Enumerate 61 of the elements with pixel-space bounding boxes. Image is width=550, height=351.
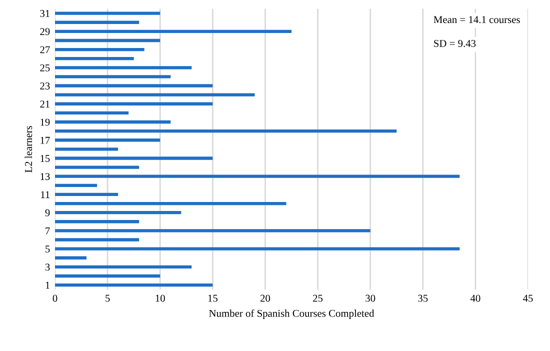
y-tick-label: 21: [40, 100, 50, 108]
x-tick-label: 30: [366, 294, 376, 302]
bar: [55, 274, 160, 278]
x-tick-label: 10: [156, 294, 165, 302]
bar: [55, 229, 370, 232]
x-tick-label: 45: [522, 294, 533, 302]
y-tick-label: 29: [40, 28, 50, 36]
bar: [55, 174, 460, 178]
bar: [55, 148, 118, 151]
annotation: Mean = 14.1 courses: [434, 16, 520, 24]
x-tick-label: 15: [208, 294, 218, 302]
bar: [55, 66, 192, 70]
y-tick-label: 7: [46, 227, 50, 234]
bar: [55, 12, 160, 15]
bar: [55, 238, 140, 242]
bar: [55, 247, 460, 250]
bar: [55, 75, 171, 78]
bar: [55, 84, 213, 88]
bar: [55, 138, 160, 142]
bar: [55, 111, 129, 115]
bar: [55, 256, 87, 260]
y-tick-label: 27: [40, 46, 50, 54]
bar: [55, 129, 397, 133]
y-tick-label: 13: [40, 173, 50, 180]
bar: [55, 210, 182, 214]
bar: [55, 156, 213, 160]
y-tick-label: 11: [41, 191, 50, 198]
bar: [55, 102, 213, 106]
bar: [55, 48, 144, 52]
y-tick-label: 9: [45, 209, 50, 216]
y-axis-title: L2 learners: [24, 126, 32, 172]
bar: [55, 184, 98, 187]
x-tick-label: 25: [313, 294, 323, 302]
bar: [55, 202, 286, 206]
y-tick-label: 5: [46, 246, 50, 253]
x-axis-title: Number of Spanish Courses Completed: [209, 309, 374, 319]
bar: [55, 38, 160, 42]
bar: [55, 166, 140, 169]
x-tick-label: 5: [106, 294, 110, 302]
bar: [55, 57, 134, 60]
bar: [55, 283, 213, 287]
y-tick-label: 17: [40, 136, 50, 144]
y-tick-label: 15: [40, 154, 50, 162]
bar: [55, 30, 292, 34]
bar: [55, 265, 192, 269]
x-tick-label: 40: [470, 294, 480, 302]
y-tick-label: 1: [46, 282, 50, 289]
annotation: SD = 9.43: [434, 40, 476, 48]
x-tick-label: 35: [418, 294, 428, 302]
bar: [55, 120, 171, 124]
y-tick-label: 3: [45, 264, 50, 271]
y-tick-label: 23: [40, 82, 50, 90]
y-tick-label: 31: [40, 10, 50, 18]
x-tick-label: 20: [260, 294, 270, 302]
y-tick-label: 25: [40, 64, 50, 72]
bar: [55, 220, 140, 224]
y-tick-label: 19: [40, 118, 50, 126]
bar: [55, 20, 140, 24]
bar: [55, 93, 255, 96]
bar: [55, 192, 118, 196]
x-tick-label: 0: [52, 294, 58, 302]
